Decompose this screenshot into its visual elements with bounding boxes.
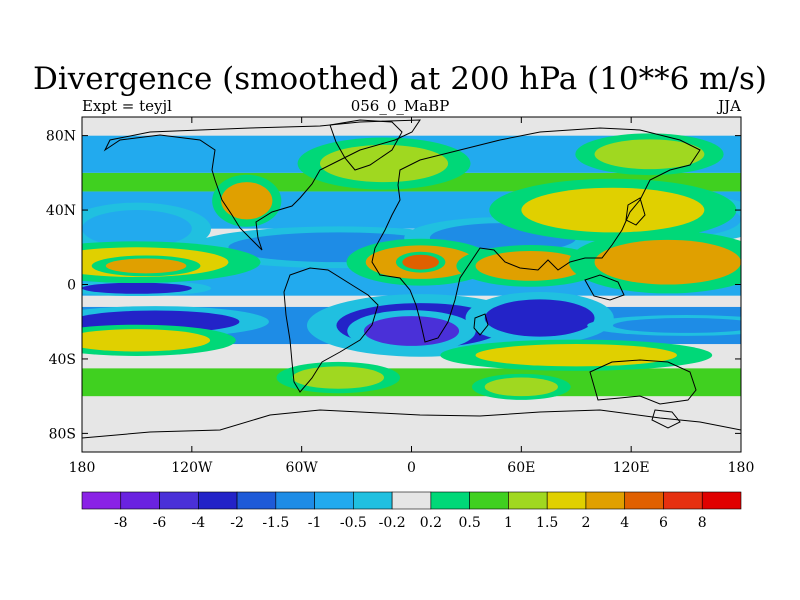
colorbar-swatch [275,491,315,510]
colorbar-swatch [430,491,470,510]
colorbar-swatch [663,491,703,510]
colorbar-swatch [81,491,122,510]
colorbar-label: 0.5 [459,515,481,531]
divergence-feature [82,329,211,352]
colorbar-label: 1.5 [536,515,558,531]
x-tick-label: 60W [286,460,319,476]
divergence-feature [475,344,677,367]
divergence-feature [82,282,192,294]
case-label: 056_0_MaBP [350,97,450,115]
divergence-feature [612,318,741,333]
y-tick-label: 0 [67,278,76,294]
colorbar: -8 -6 -4 -2 -1.5 -1 -0.5 -0.2 0.2 0.5 1 1.5 2 4 6 8 [81,491,742,531]
lat-band [82,368,741,397]
divergence-features [82,133,741,400]
colorbar-label: -4 [191,515,205,531]
colorbar-label: -0.2 [379,515,406,531]
colorbar-swatch [624,491,664,510]
divergence-feature [475,251,586,281]
colorbar-swatch [197,491,238,510]
colorbar-label: 8 [698,515,707,531]
colorbar-label: -0.5 [340,515,367,531]
y-tick-label: 80N [46,129,76,145]
colorbar-label: 0.2 [420,515,442,531]
colorbar-label: -6 [153,515,167,531]
colorbar-swatch [159,491,199,510]
divergence-feature [402,254,439,270]
colorbar-swatch [701,491,742,510]
colorbar-swatch [508,491,548,510]
colorbar-label: -8 [114,515,128,531]
colorbar-label: 2 [581,515,590,531]
coastlines [82,119,741,439]
y-tick-label: 80S [49,426,76,442]
colorbar-swatch [314,491,354,510]
colorbar-label: 4 [620,515,629,531]
season-label: JJA [718,97,741,115]
lat-band [82,117,741,136]
colorbar-swatch [120,491,160,510]
map-field [82,117,741,452]
colorbar-label: -1.5 [262,515,289,531]
x-axis: 180 120W 60W 0 60E 120E 180 [69,117,755,476]
chart-title: Divergence (smoothed) at 200 hPa (10**6 … [33,61,767,97]
colorbar-swatch [546,491,587,510]
x-tick-label: 0 [407,460,416,476]
divergence-feature [363,316,460,346]
experiment-label: Expt = teyjl [82,97,172,115]
divergence-feature [594,139,705,170]
divergence-feature [221,182,273,220]
divergence-feature [521,187,705,233]
y-tick-label: 40N [46,203,76,219]
colorbar-label: 6 [659,515,668,531]
colorbar-swatch [353,491,393,510]
colorbar-label: -2 [230,515,244,531]
colorbar-label: -1 [308,515,322,531]
y-axis: 80N 40N 0 40S 80S [46,129,741,442]
divergence-feature [484,299,595,337]
x-tick-label: 60E [507,460,535,476]
lat-band [82,396,741,452]
colorbar-label: 1 [504,515,513,531]
x-tick-label: 180 [728,460,755,476]
y-tick-label: 40S [49,352,76,368]
divergence-feature [82,210,192,248]
divergence-feature [484,377,558,397]
divergence-feature [594,239,741,285]
x-tick-label: 180 [69,460,96,476]
x-tick-label: 120E [613,460,650,476]
divergence-feature [319,144,449,183]
divergence-feature [105,258,187,274]
colorbar-swatch [469,491,509,510]
colorbar-swatch [236,491,277,510]
colorbar-swatch [391,491,432,510]
colorbar-swatch [585,491,626,510]
x-tick-label: 120W [171,460,213,476]
